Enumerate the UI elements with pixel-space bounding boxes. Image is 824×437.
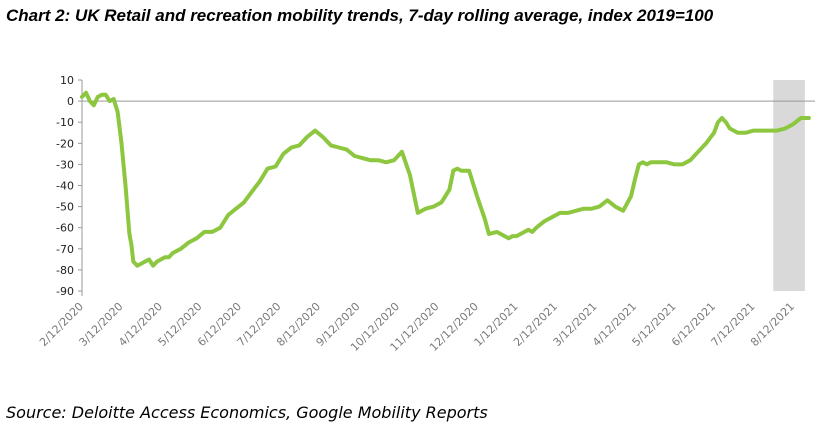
y-axis-ticks: 10 0 -10 -20 -30 -40 -50 -60 -70 -80 -90	[56, 74, 82, 298]
axes	[81, 80, 815, 296]
y-tick-label: 10	[60, 74, 74, 87]
y-tick-label: -50	[56, 201, 74, 214]
x-axis-ticks: 2/12/20203/12/20204/12/20205/12/20206/12…	[37, 300, 797, 354]
y-tick-label: -70	[56, 243, 74, 256]
y-tick-label: -20	[56, 137, 74, 150]
y-tick-label: -10	[56, 116, 74, 129]
source-note: Source: Deloitte Access Economics, Googl…	[6, 403, 488, 422]
shaded-region-layer	[773, 80, 805, 291]
series-line-retail-recreation	[80, 90, 811, 268]
y-tick-label: -90	[56, 285, 74, 298]
y-tick-label: -30	[56, 158, 74, 171]
y-tick-label: -40	[56, 180, 74, 193]
y-tick-label: -60	[56, 222, 74, 235]
chart-title: Chart 2: UK Retail and recreation mobili…	[6, 6, 714, 25]
series-layer	[80, 90, 811, 268]
y-tick-label: -80	[56, 264, 74, 277]
forecast-shaded-region	[773, 80, 805, 291]
y-tick-label: 0	[67, 95, 74, 108]
